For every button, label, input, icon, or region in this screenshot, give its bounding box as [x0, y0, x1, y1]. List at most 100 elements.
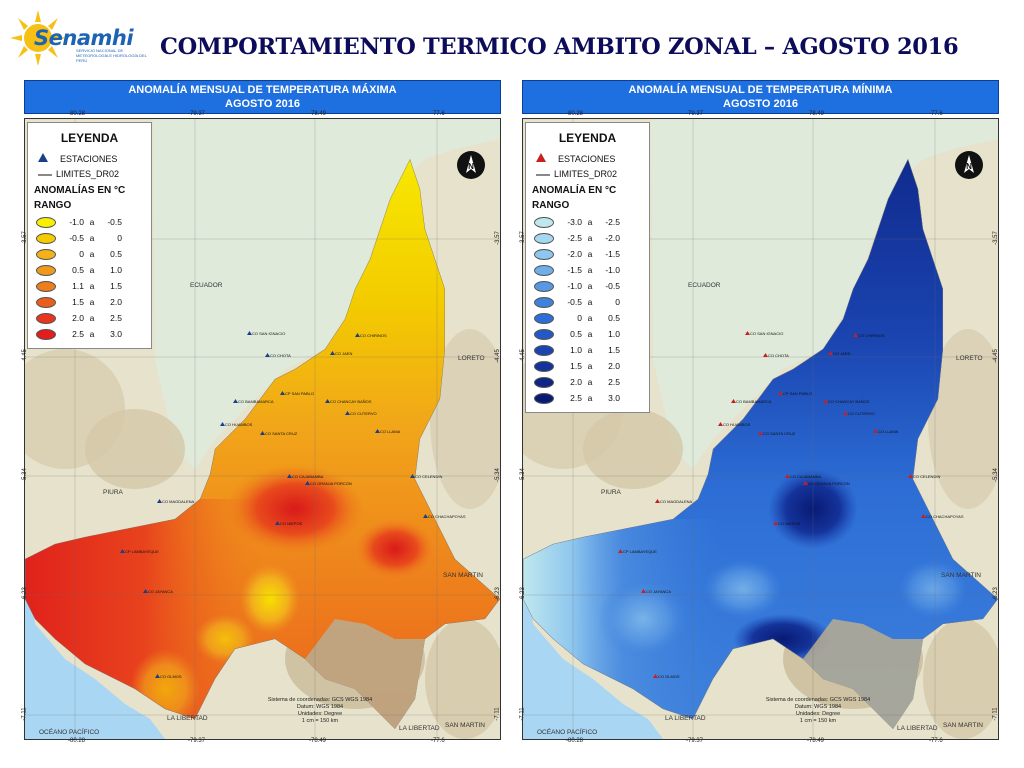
station-marker: CO GRANJA PORCON — [305, 481, 352, 486]
station-label: CO NIEPOS — [280, 521, 303, 526]
station-label: CO JAEN — [335, 351, 353, 356]
station-label: CO JAEN — [833, 351, 851, 356]
legend-range-separator: a — [89, 249, 95, 259]
station-label: CO CAJABAMBA — [790, 474, 822, 479]
coordinate-info: Sistema de coordenadas: GCS WGS 1984 Dat… — [265, 697, 375, 725]
left-tick: -7.11 — [519, 707, 526, 721]
legend-stations: ESTACIONES — [28, 151, 151, 166]
legend-swatch — [36, 312, 56, 324]
legend-range-from: -0.5 — [567, 297, 582, 307]
station-triangle-icon — [641, 589, 646, 594]
legend-limits: LIMITES_DR02 — [28, 166, 151, 181]
bottom-tick: -77.6 — [431, 738, 445, 744]
map-canvas — [25, 119, 500, 739]
legend-range-from: 2.0 — [570, 377, 582, 387]
station-label: CO CHOTA — [768, 353, 789, 358]
station-label: CP SAN PABLO — [285, 391, 314, 396]
max-anomaly-map: N LEYENDA ESTACIONES LIMITES_DR02 ANOMAL… — [24, 118, 501, 740]
coord-datum: Datum: WGS 1984 — [296, 704, 344, 710]
station-marker: CO GRANJA PORCON — [803, 481, 850, 486]
panel-header: ANOMALÍA MENSUAL DE TEMPERATURA MÍNIMA A… — [522, 80, 999, 114]
station-label: CO OLMOS — [160, 674, 182, 679]
panel-title: ANOMALÍA MENSUAL DE TEMPERATURA MÍNIMA — [628, 84, 893, 96]
station-triangle-icon — [330, 351, 335, 356]
legend: LEYENDA ESTACIONES LIMITES_DR02 ANOMALÍA… — [525, 122, 650, 413]
station-label: CO SAN IGNACIO — [750, 331, 784, 336]
legend-range-row: 0.5 a 1.0 — [28, 262, 151, 278]
top-tick: -77.6 — [431, 111, 445, 117]
station-label: CO BAMBAMARCA — [238, 399, 274, 404]
legend-range-separator: a — [89, 265, 95, 275]
station-marker: CO JAYANCA — [641, 589, 671, 594]
station-marker: CP SAN PABLO — [280, 391, 314, 396]
legend-range-separator: a — [587, 217, 593, 227]
station-label: CO JAYANCA — [646, 589, 671, 594]
legend-swatch — [36, 248, 56, 260]
legend-range-separator: a — [587, 249, 593, 259]
station-label: CO SANTA CRUZ — [265, 431, 298, 436]
logo-wordmark: Senamhi — [34, 26, 134, 50]
legend-swatch — [36, 232, 56, 244]
legend-range-from: -0.5 — [69, 233, 84, 243]
legend-range-row: -3.0 a -2.5 — [526, 214, 649, 230]
bottom-tick: -79.37 — [686, 738, 704, 744]
station-label: CO OLMOS — [658, 674, 680, 679]
station-label: CO CHOTA — [270, 353, 291, 358]
station-marker: CO SANTA CRUZ — [758, 431, 795, 436]
legend-range-separator: a — [587, 393, 593, 403]
left-tick: -4.45 — [519, 349, 526, 363]
station-triangle-icon — [423, 514, 428, 519]
north-arrow-icon: N — [955, 151, 983, 179]
bottom-tick: -78.49 — [807, 738, 825, 744]
station-triangle-icon — [823, 399, 828, 404]
station-triangle-icon — [778, 391, 783, 396]
right-tick: -5.34 — [494, 468, 501, 482]
svg-text:N: N — [468, 162, 474, 171]
legend-range-to: 2.5 — [608, 377, 620, 387]
map-label-loreto: LORETO — [956, 355, 983, 362]
limit-line-icon — [536, 169, 550, 179]
coordinate-info: Sistema de coordenadas: GCS WGS 1984 Dat… — [763, 697, 873, 725]
legend-range-row: 1.1 a 1.5 — [28, 278, 151, 294]
station-label: CO CUTERVO — [350, 411, 377, 416]
legend-swatch — [534, 216, 554, 228]
legend-range-separator: a — [587, 361, 593, 371]
legend-range-separator: a — [587, 329, 593, 339]
station-marker: CO OLMOS — [653, 674, 680, 679]
station-marker: CO HUAMBOS — [220, 422, 252, 427]
coord-datum: Datum: WGS 1984 — [794, 704, 842, 710]
legend-swatch — [534, 328, 554, 340]
left-tick: -5.34 — [21, 468, 28, 482]
legend-range-separator: a — [587, 297, 593, 307]
station-label: CO BAMBAMARCA — [736, 399, 772, 404]
station-label: CO MAGDALENA — [660, 499, 693, 504]
legend-range-row: -1.5 a -1.0 — [526, 262, 649, 278]
legend-range-from: 1.5 — [570, 361, 582, 371]
right-tick: -3.57 — [494, 231, 501, 245]
station-triangle-icon — [718, 422, 723, 427]
bottom-tick: -79.37 — [188, 738, 206, 744]
right-tick: -4.45 — [494, 349, 501, 363]
map-label-san-martin: SAN MARTIN — [443, 572, 483, 579]
station-triangle-icon — [763, 353, 768, 358]
map-label-la-libertad: LA LIBERTAD — [167, 715, 208, 722]
legend-range-title: RANGO — [34, 200, 72, 211]
station-triangle-icon — [655, 499, 660, 504]
bottom-tick: -80.28 — [68, 738, 86, 744]
legend-range-separator: a — [587, 281, 593, 291]
legend-range-from: 2.5 — [72, 329, 84, 339]
left-tick: -6.23 — [21, 587, 28, 601]
station-triangle-icon — [731, 399, 736, 404]
legend-range-title: RANGO — [532, 200, 570, 211]
station-marker: CO CHANCAY BAÑOS — [823, 399, 869, 404]
station-label: CO LLAMA — [380, 429, 401, 434]
coord-system: Sistema de coordenadas: GCS WGS 1984 — [267, 697, 373, 703]
map-label-ocean: OCÉANO PACÍFICO — [39, 729, 100, 736]
station-label: CO SAN IGNACIO — [252, 331, 286, 336]
station-marker: CO CAJABAMBA — [785, 474, 821, 479]
legend-range-separator: a — [587, 377, 593, 387]
legend-swatch — [534, 312, 554, 324]
right-tick: -7.11 — [494, 707, 501, 721]
station-triangle-icon — [843, 411, 848, 416]
right-tick: -6.23 — [494, 587, 501, 601]
